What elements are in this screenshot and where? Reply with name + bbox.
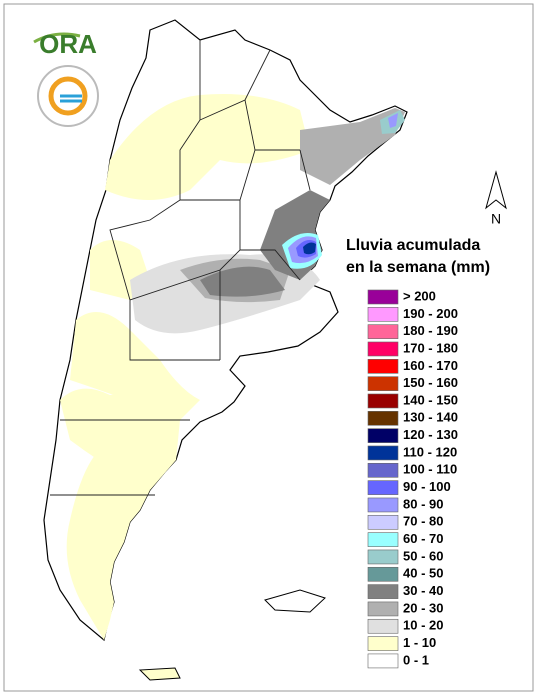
north-label: N (491, 211, 501, 227)
legend-label: 170 - 180 (403, 340, 458, 355)
legend-swatch (367, 393, 399, 409)
legend-label: 1 - 10 (403, 635, 436, 650)
legend-swatch (367, 514, 399, 530)
legend-label: 160 - 170 (403, 358, 458, 373)
legend-label: 110 - 120 (403, 444, 457, 459)
legend-swatch (367, 549, 399, 565)
legend-swatch (367, 480, 399, 495)
legend-swatch (367, 462, 399, 478)
legend-title: en la semana (mm) (346, 259, 490, 276)
legend-label: 30 - 40 (403, 583, 443, 598)
legend-swatch (367, 341, 399, 357)
legend-label: 80 - 90 (403, 496, 443, 511)
legend-title: Lluvia acumulada (346, 237, 480, 254)
country (43, 19, 408, 681)
legend-swatch (367, 497, 399, 513)
legend: Lluvia acumulada en la semana (mm) > 200 19… (346, 237, 490, 669)
legend-label: 70 - 80 (403, 514, 443, 529)
legend-swatch (367, 411, 399, 426)
legend-swatch (367, 566, 399, 582)
legend-swatch (367, 584, 399, 599)
legend-label: 10 - 20 (403, 618, 443, 633)
north-arrow: N (485, 170, 507, 227)
legend-swatch (367, 445, 399, 461)
legend-label: 60 - 70 (403, 531, 443, 546)
logo-text: ORA (39, 29, 97, 59)
legend-swatch (367, 653, 399, 669)
legend-swatch (367, 376, 399, 391)
legend-label: > 200 (403, 288, 436, 303)
legend-label: 120 - 130 (403, 427, 458, 442)
legend-swatch (367, 359, 399, 374)
legend-label: 140 - 150 (403, 392, 458, 407)
legend-label: 90 - 100 (403, 479, 451, 494)
legend-label: 50 - 60 (403, 548, 443, 563)
legend-label: 150 - 160 (403, 375, 458, 390)
legend-label: 190 - 200 (403, 306, 458, 321)
legend-label: 180 - 190 (403, 323, 458, 338)
legend-label: 0 - 1 (403, 652, 429, 667)
legend-swatch (367, 428, 399, 443)
legend-label: 130 - 140 (403, 410, 458, 425)
legend-swatch (367, 324, 399, 339)
legend-swatch (367, 532, 399, 547)
legend-swatch (367, 289, 399, 305)
legend-swatch (367, 307, 399, 322)
logo: ORA (33, 29, 99, 127)
legend-swatch (367, 636, 399, 651)
legend-label: 40 - 50 (403, 566, 443, 581)
legend-label: 100 - 110 (403, 462, 457, 477)
legend-label: 20 - 30 (403, 600, 443, 615)
legend-swatch (367, 618, 399, 634)
legend-swatch (367, 601, 399, 617)
